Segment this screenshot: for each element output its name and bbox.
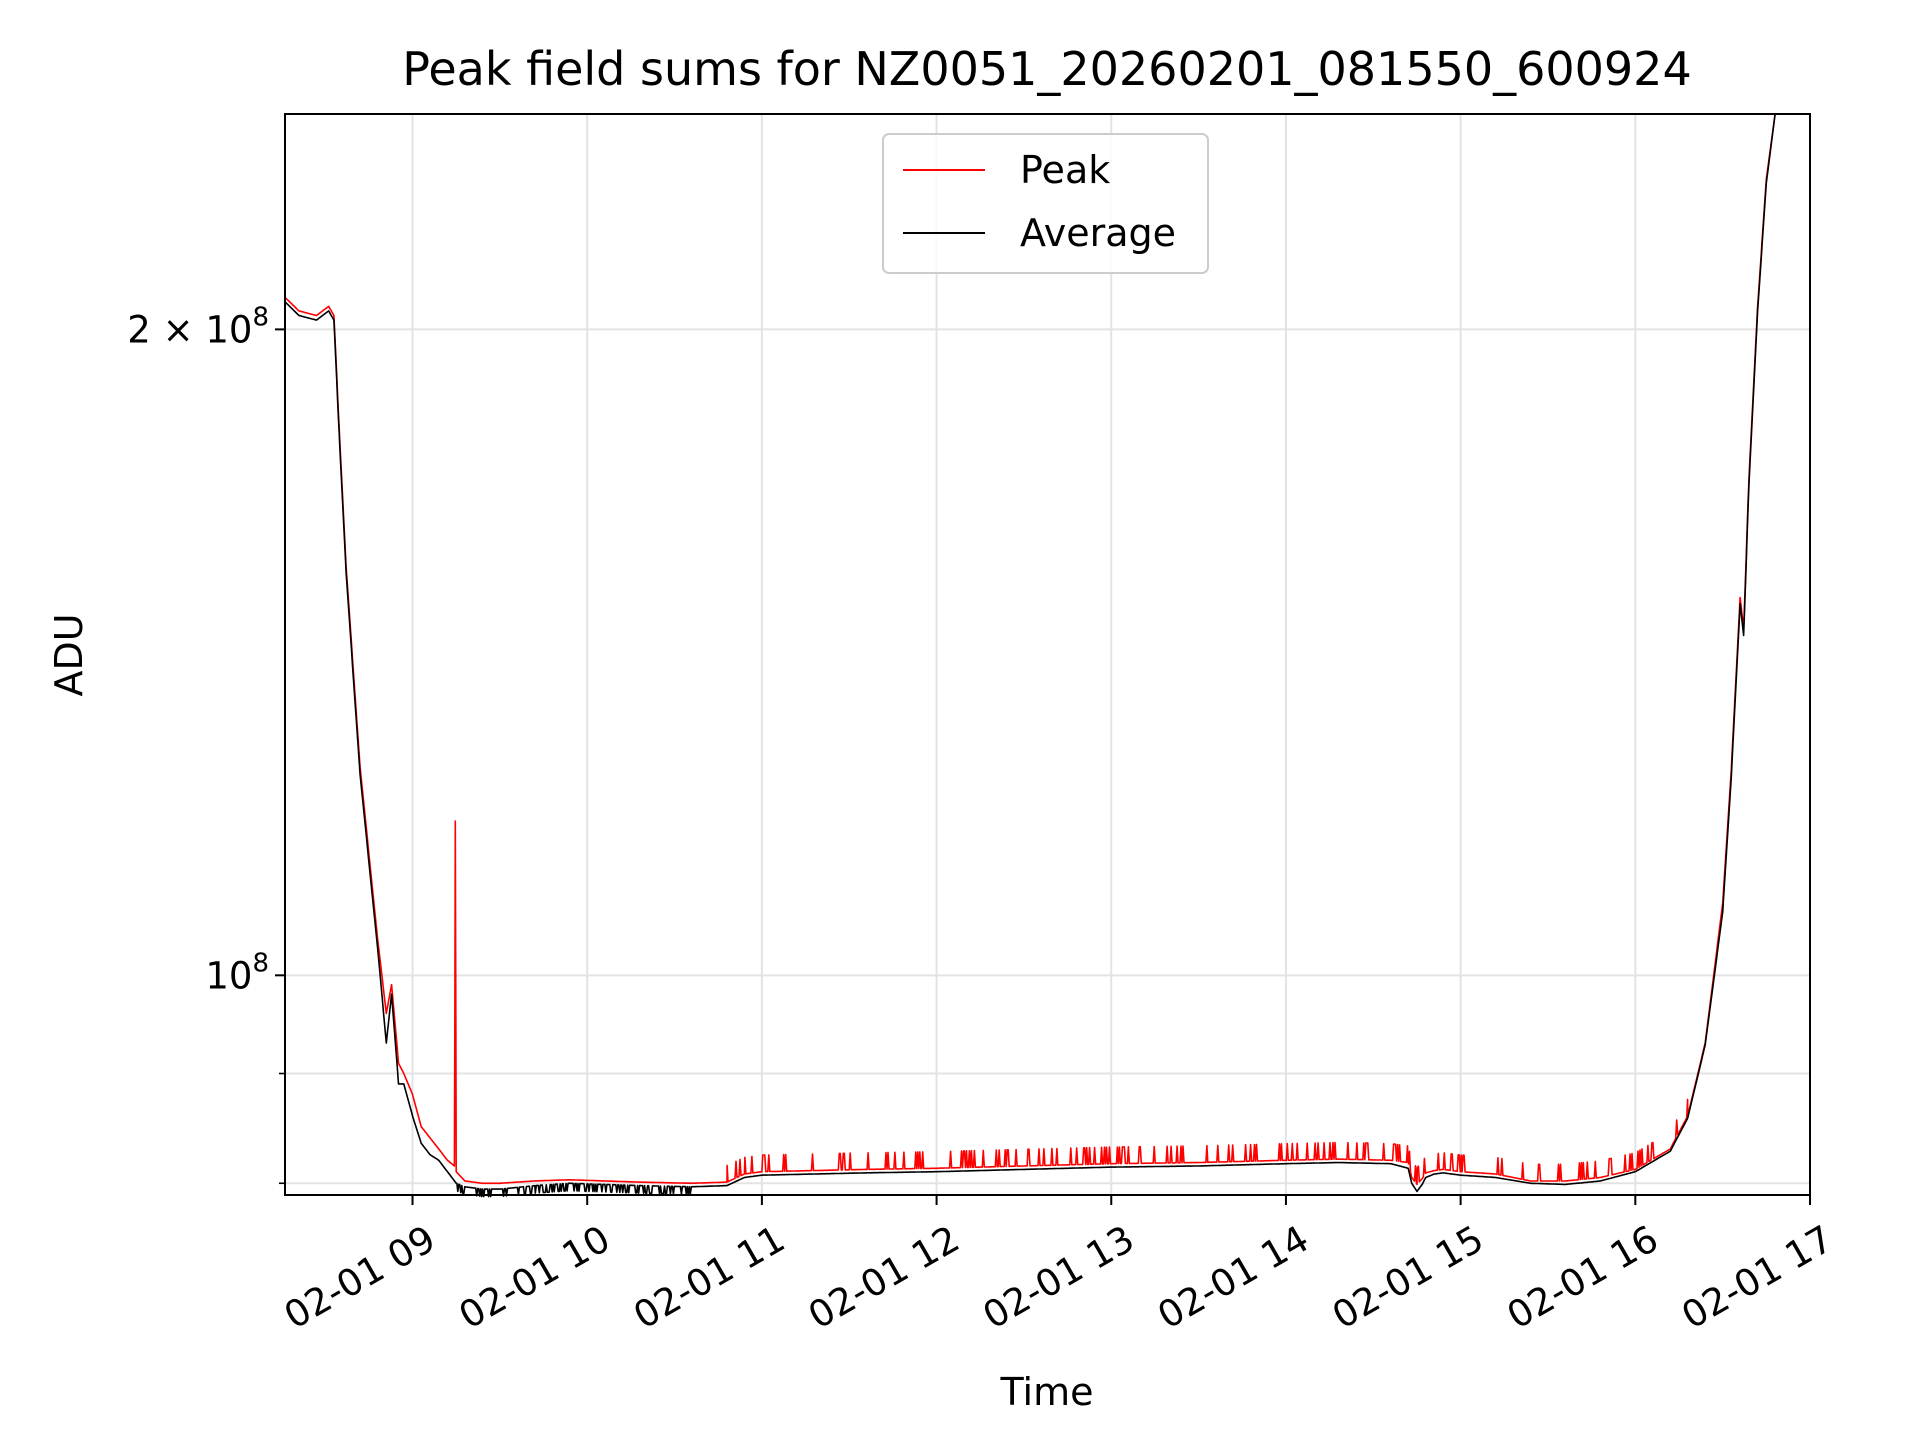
y-tick-base-0: 10 (205, 954, 252, 997)
series-line-average (284, 113, 1776, 1198)
y-tick-base-1: 10 (205, 308, 252, 351)
legend-label-peak: Peak (1020, 148, 1110, 192)
axes-frame (284, 113, 1811, 1196)
y-axis-label: ADU (47, 613, 91, 696)
y-tick-coef-1: 2 × (127, 308, 205, 351)
plot-area (285, 114, 1810, 1195)
legend-box (882, 133, 1209, 274)
x-axis-label: Time (1000, 1370, 1094, 1414)
y-tick-exp-1: 8 (252, 302, 269, 332)
y-tick-label-0: 108 (205, 948, 269, 997)
legend-label-average: Average (1020, 211, 1176, 255)
y-tick-label-1: 2 × 108 (127, 302, 269, 351)
series-layer (284, 113, 1776, 1198)
series-line-peak (284, 113, 1776, 1186)
legend: Peak Average (882, 133, 1209, 274)
chart-title: Peak field sums for NZ0051_20260201_0815… (402, 42, 1691, 96)
y-tick-exp-0: 8 (252, 948, 269, 978)
